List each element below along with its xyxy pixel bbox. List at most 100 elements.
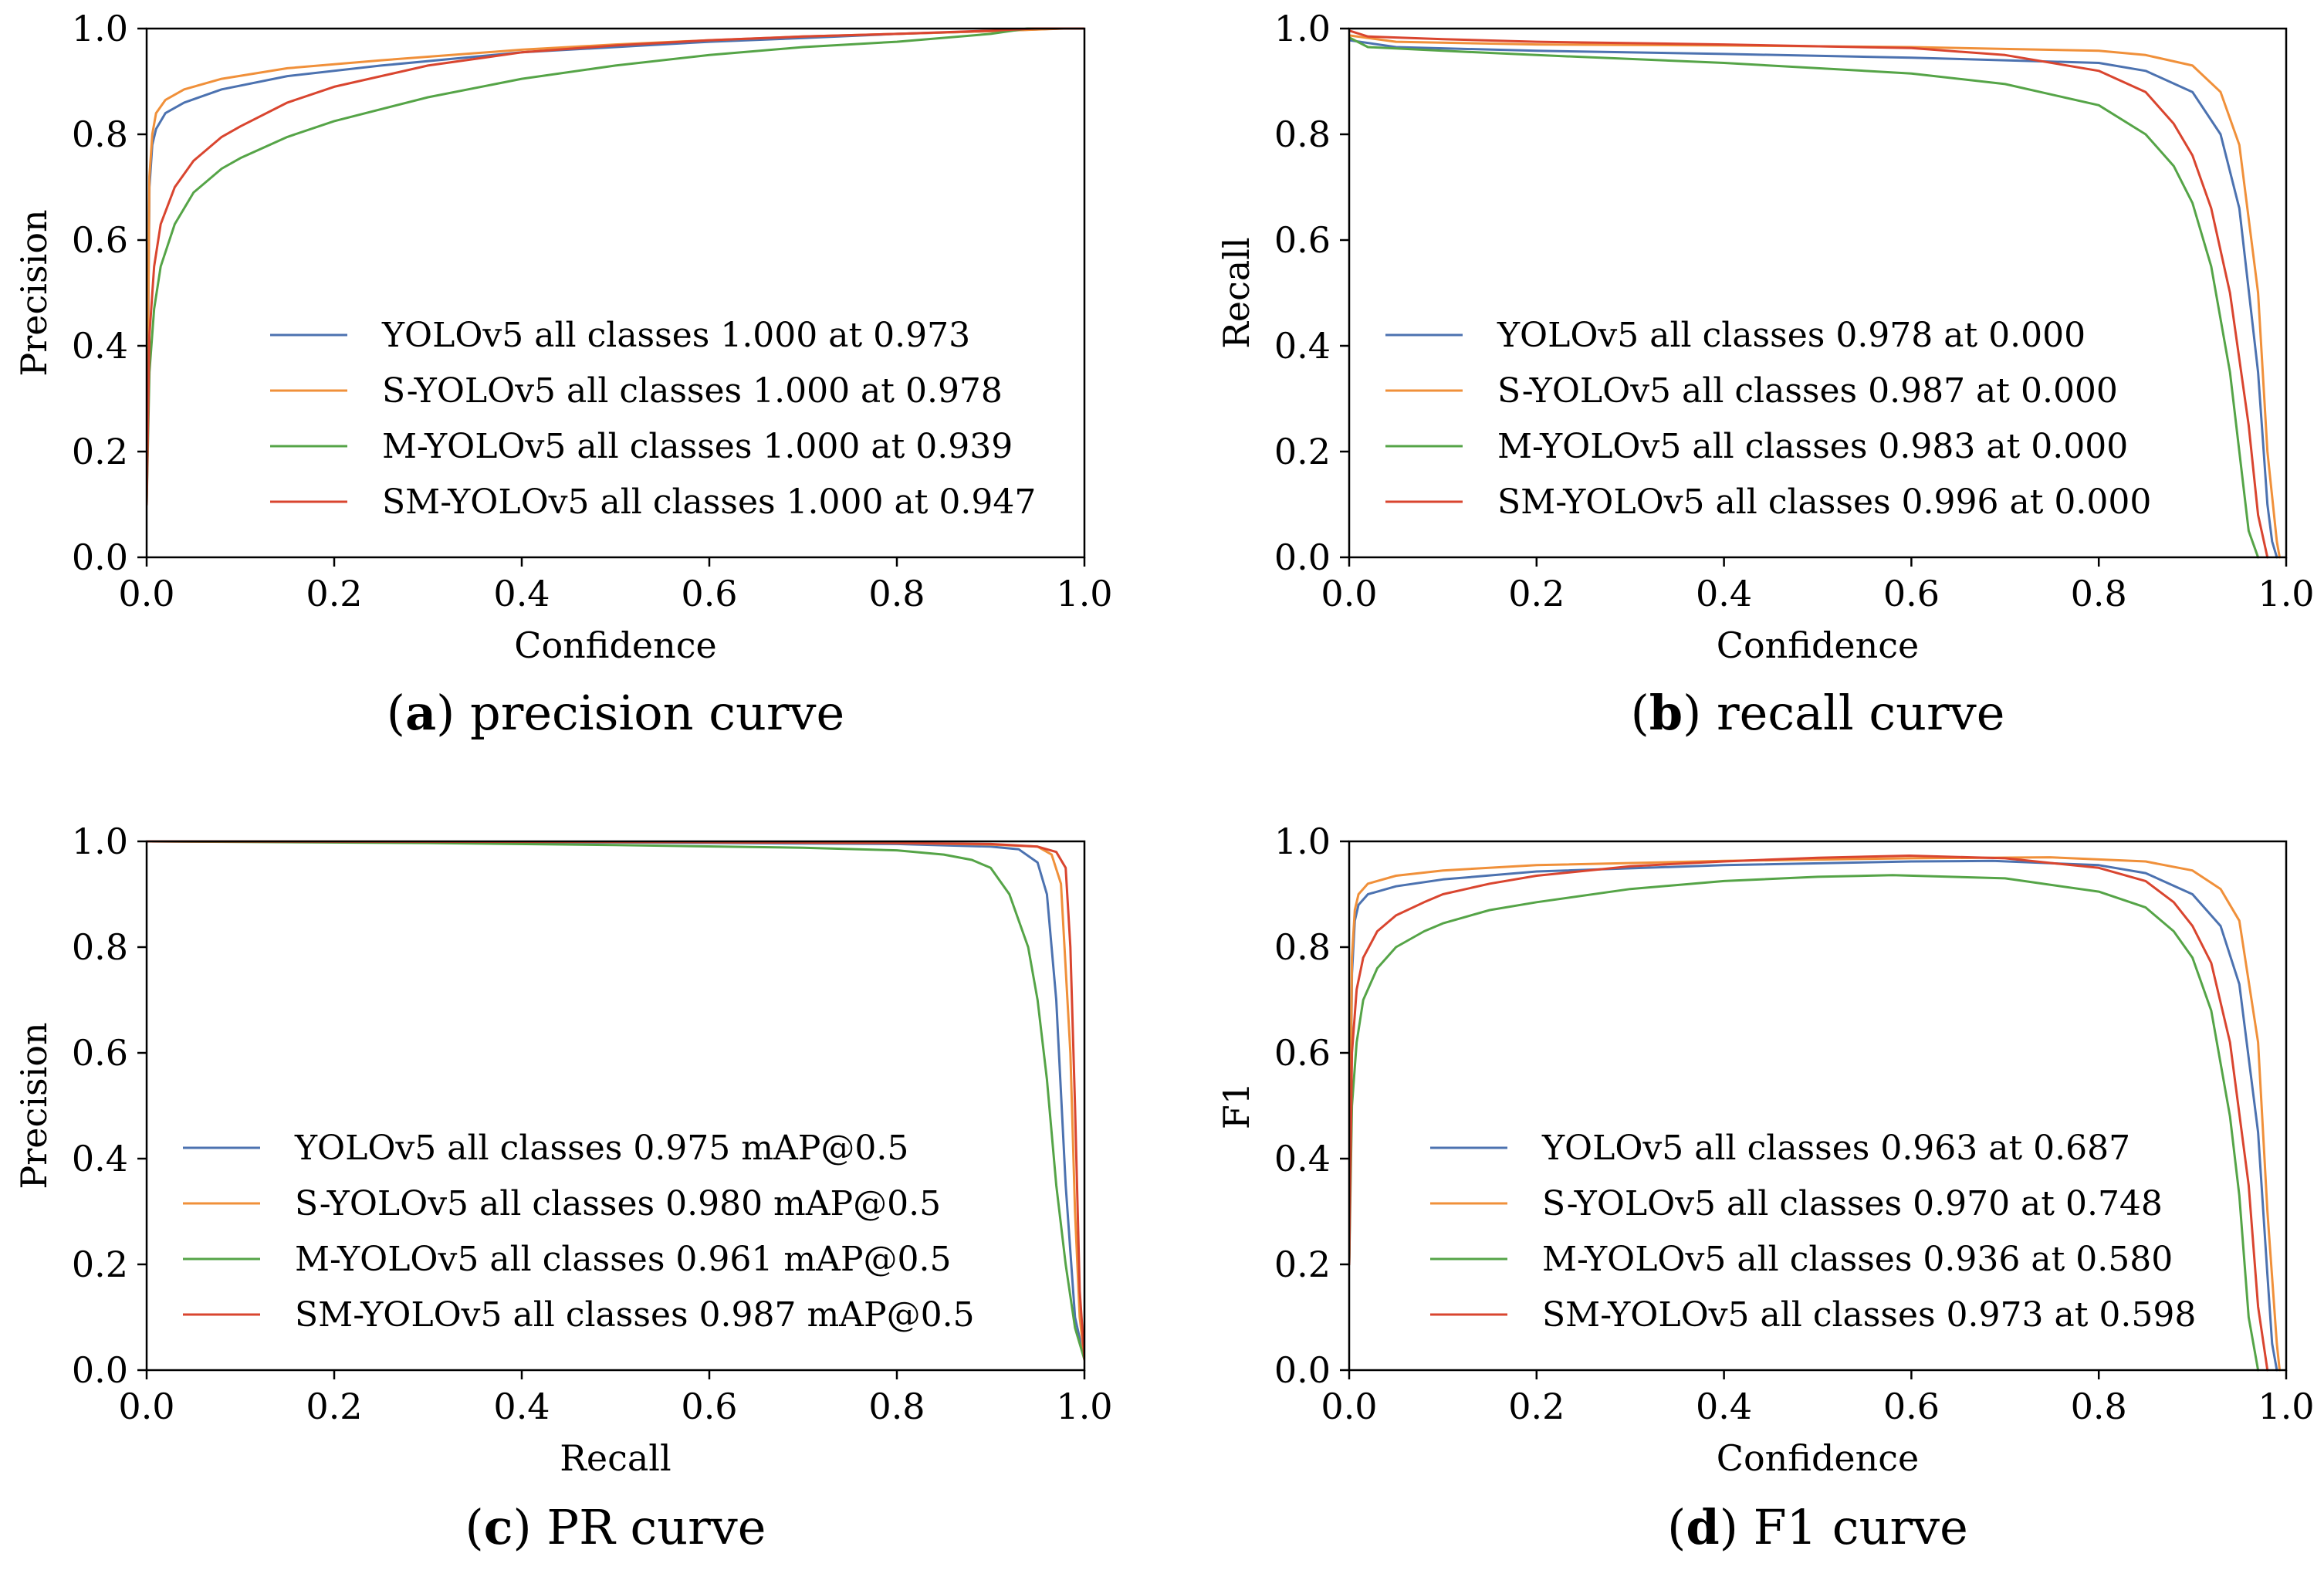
series-group <box>147 27 1084 506</box>
y-tick-label: 0.6 <box>72 219 128 261</box>
axes-frame <box>145 840 1086 1372</box>
y-tick-label: 0.8 <box>1274 113 1331 155</box>
series-line-s-yolov5 <box>1349 34 2281 559</box>
legend-entry-label: M-YOLOv5 all classes 1.000 at 0.939 <box>382 427 1013 466</box>
y-tick-label: 0.4 <box>72 1138 128 1179</box>
legend-entry-label: M-YOLOv5 all classes 0.983 at 0.000 <box>1497 427 2128 466</box>
y-tick-label: 1.0 <box>1274 821 1331 862</box>
x-tick-label: 0.2 <box>1508 1386 1565 1427</box>
chart-panel-b: 0.0 0.2 0.4 0.6 0.8 1.0 0.0 0.2 0.4 0.6 0.8 1.0 Conf… <box>1216 8 2315 741</box>
legend-entry-label: S-YOLOv5 all classes 0.980 mAP@0.5 <box>295 1184 941 1223</box>
x-tick-label: 0.6 <box>681 1386 737 1427</box>
series-line-m-yolov5 <box>147 840 1084 1361</box>
legend-entry-label: YOLOv5 all classes 1.000 at 0.973 <box>381 316 970 355</box>
x-tick-label: 1.0 <box>1056 573 1112 614</box>
y-tick-label: 0.0 <box>72 536 128 578</box>
y-tick-label: 0.4 <box>1274 325 1331 367</box>
series-line-sm-yolov5 <box>1349 854 2269 1372</box>
x-axis-label: Recall <box>560 1437 671 1479</box>
y-axis-label: Recall <box>1216 237 1257 348</box>
series-line-yolov5 <box>1349 859 2278 1372</box>
caption-letter: d <box>1686 1499 1719 1555</box>
legend-entry-label: M-YOLOv5 all classes 0.936 at 0.580 <box>1542 1240 2173 1279</box>
legend-entry-label: M-YOLOv5 all classes 0.961 mAP@0.5 <box>295 1240 951 1279</box>
x-axis-label: Confidence <box>1717 1437 1919 1479</box>
axes-frame <box>145 27 1086 559</box>
y-tick-label: 0.6 <box>72 1032 128 1074</box>
series-line-sm-yolov5 <box>1349 29 2269 559</box>
axes-frame <box>1348 27 2288 559</box>
series-group <box>147 840 1084 1361</box>
legend-entry-label: YOLOv5 all classes 0.978 at 0.000 <box>1497 316 2086 355</box>
x-axis-label: Confidence <box>514 624 716 666</box>
x-tick-label: 0.4 <box>1696 573 1752 614</box>
legend-entry-label: S-YOLOv5 all classes 0.970 at 0.748 <box>1542 1184 2163 1223</box>
y-tick-label: 0.0 <box>1274 1349 1331 1391</box>
y-tick-label: 1.0 <box>72 821 128 862</box>
chart-caption: (b) recall curve <box>1631 685 2005 741</box>
y-tick-label: 0.6 <box>1274 219 1331 261</box>
legend-entry-label: SM-YOLOv5 all classes 0.987 mAP@0.5 <box>295 1295 975 1335</box>
series-line-s-yolov5 <box>1349 856 2281 1372</box>
y-axis-label: F1 <box>1216 1082 1257 1129</box>
series-line-sm-yolov5 <box>147 840 1084 1361</box>
x-tick-label: 0.0 <box>118 573 174 614</box>
y-tick-label: 0.8 <box>72 113 128 155</box>
legend: YOLOv5 all classes 0.975 mAP@0.5 S-YOLOv5… <box>183 1129 975 1335</box>
y-tick-label: 0.2 <box>72 431 128 472</box>
chart-caption: (c) PR curve <box>465 1499 766 1555</box>
chart-caption: (a) precision curve <box>387 685 844 741</box>
series-line-m-yolov5 <box>1349 874 2260 1372</box>
y-tick-label: 0.4 <box>1274 1138 1331 1179</box>
legend: YOLOv5 all classes 0.963 at 0.687 S-YOLOv… <box>1430 1129 2196 1335</box>
legend-entry-label: YOLOv5 all classes 0.963 at 0.687 <box>1541 1129 2130 1168</box>
x-tick-label: 1.0 <box>1056 1386 1112 1427</box>
y-tick-label: 0.8 <box>1274 926 1331 968</box>
x-tick-label: 0.6 <box>1883 1386 1940 1427</box>
x-tick-label: 0.2 <box>306 1386 362 1427</box>
y-tick-label: 0.6 <box>1274 1032 1331 1074</box>
y-tick-label: 0.2 <box>1274 431 1331 472</box>
series-group <box>1349 29 2281 559</box>
x-tick-label: 0.4 <box>1696 1386 1752 1427</box>
legend: YOLOv5 all classes 0.978 at 0.000 S-YOLOv… <box>1385 316 2151 522</box>
y-axis-label: Precision <box>13 209 55 376</box>
x-tick-label: 0.0 <box>1321 573 1377 614</box>
chart-panel-d: 0.0 0.2 0.4 0.6 0.8 1.0 0.0 0.2 0.4 0.6 0.8 1.0 Conf… <box>1216 821 2315 1555</box>
caption-letter: a <box>405 685 436 741</box>
legend-entry-label: S-YOLOv5 all classes 1.000 at 0.978 <box>382 371 1003 411</box>
series-group <box>1349 854 2281 1372</box>
legend-entry-label: YOLOv5 all classes 0.975 mAP@0.5 <box>294 1129 908 1168</box>
y-axis-label: Precision <box>13 1022 55 1189</box>
series-line-m-yolov5 <box>1349 36 2260 559</box>
x-tick-label: 0.0 <box>118 1386 174 1427</box>
y-tick-label: 1.0 <box>72 8 128 49</box>
series-line-yolov5 <box>1349 39 2278 559</box>
legend-entry-label: SM-YOLOv5 all classes 1.000 at 0.947 <box>382 482 1036 522</box>
x-tick-label: 0.4 <box>493 573 550 614</box>
chart-panel-c: 0.0 0.2 0.4 0.6 0.8 1.0 0.0 0.2 0.4 0.6 0.8 1.0 Reca… <box>13 821 1113 1555</box>
x-tick-label: 0.2 <box>1508 573 1565 614</box>
x-tick-label: 0.4 <box>493 1386 550 1427</box>
caption-letter: c <box>484 1499 513 1555</box>
series-line-m-yolov5 <box>147 27 1084 506</box>
y-tick-label: 0.8 <box>72 926 128 968</box>
chart-caption: (d) F1 curve <box>1667 1499 1968 1555</box>
y-tick-label: 1.0 <box>1274 8 1331 49</box>
y-tick-label: 0.2 <box>1274 1244 1331 1285</box>
x-tick-label: 1.0 <box>2258 573 2314 614</box>
legend-entry-label: SM-YOLOv5 all classes 0.996 at 0.000 <box>1497 482 2151 522</box>
legend-entry-label: SM-YOLOv5 all classes 0.973 at 0.598 <box>1542 1295 2196 1335</box>
x-tick-label: 0.8 <box>868 1386 925 1427</box>
y-tick-label: 0.4 <box>72 325 128 367</box>
y-tick-label: 0.0 <box>72 1349 128 1391</box>
legend: YOLOv5 all classes 1.000 at 0.973 S-YOLOv… <box>270 316 1036 522</box>
x-tick-label: 0.8 <box>2071 573 2127 614</box>
x-tick-label: 0.6 <box>1883 573 1940 614</box>
x-tick-label: 0.2 <box>306 573 362 614</box>
caption-letter: b <box>1649 685 1683 741</box>
axes-frame <box>1348 840 2288 1372</box>
x-tick-label: 0.8 <box>868 573 925 614</box>
